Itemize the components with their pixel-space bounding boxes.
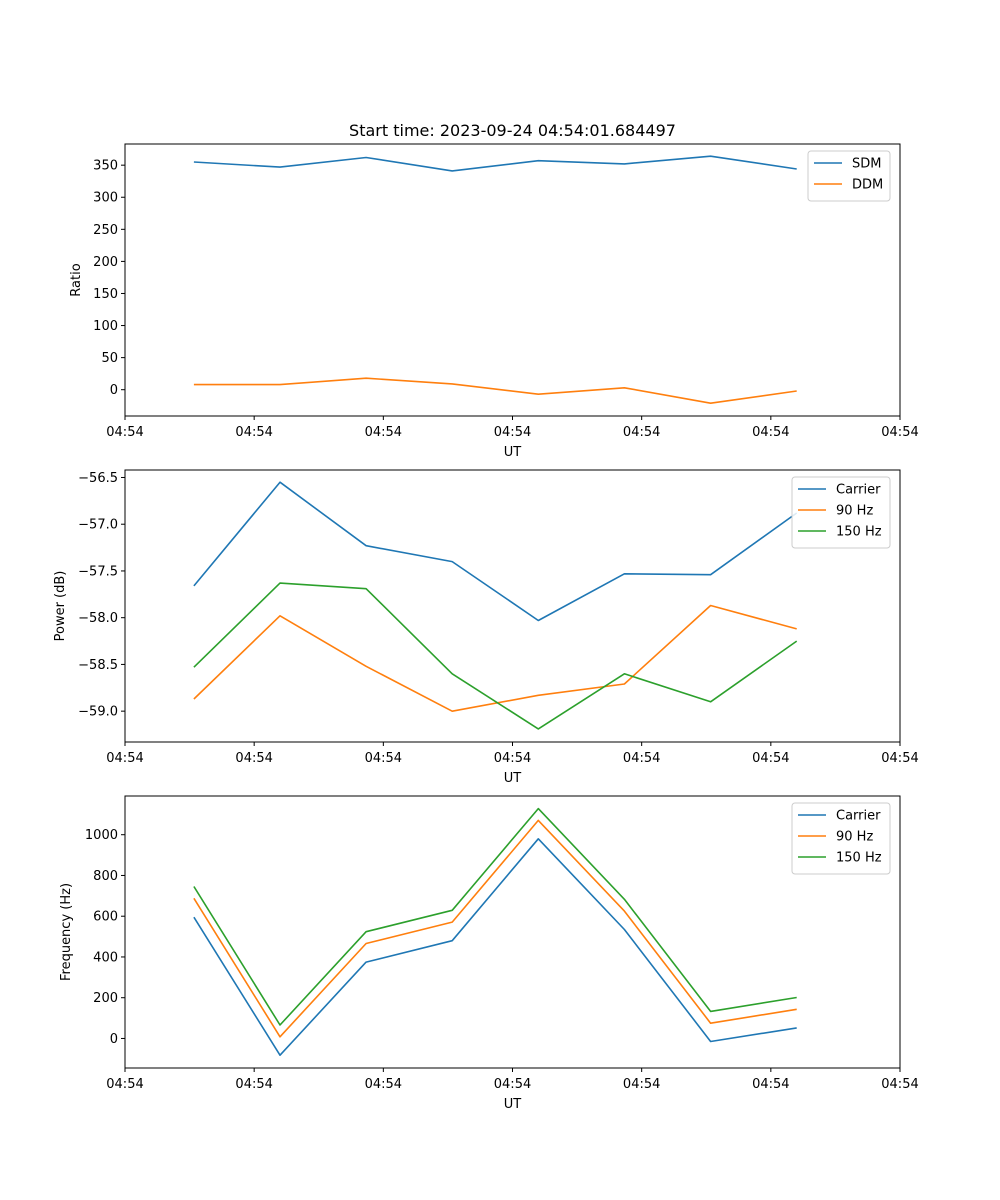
x-ticks: 04:54 04:54 04:54 04:54 04:54 04:54 04:54 (106, 742, 919, 766)
x-tick-label: 04:54 (106, 425, 143, 440)
x-tick-label: 04:54 (881, 425, 918, 440)
legend: Carrier 90 Hz 150 Hz (791, 802, 891, 875)
y-ticks: 0 200 400 600 800 1000 (85, 828, 125, 1047)
x-tick-label: 04:54 (235, 1077, 272, 1092)
x-tick-label: 04:54 (106, 1077, 143, 1092)
y-tick-label: 600 (93, 910, 118, 925)
series-line-carrier (193, 837, 797, 1056)
chart-title: Start time: 2023-09-24 04:54:01.684497 (349, 121, 676, 140)
ratio-panel: Start time: 2023-09-24 04:54:01.684497 0… (69, 121, 919, 460)
x-axis-label: UT (504, 1097, 522, 1112)
x-ticks: 04:54 04:54 04:54 04:54 04:54 04:54 04:54 (106, 416, 919, 440)
y-ticks: 0 50 100 150 200 250 300 350 (93, 159, 125, 398)
y-tick-label: 1000 (85, 828, 118, 843)
frequency-panel: 04:54 04:54 04:54 04:54 04:54 04:54 04:54 0 200… (59, 795, 919, 1112)
y-tick-label: 200 (93, 991, 118, 1006)
legend-label: SDM (852, 157, 881, 172)
y-ticks: −59.0 −58.5 −58.0 −57.5 −57.0 −56.5 (78, 471, 125, 720)
series-line-90-hz (193, 819, 797, 1038)
y-tick-label: −58.5 (78, 658, 118, 673)
power-panel: 04:54 04:54 04:54 04:54 04:54 04:54 04:54 −59.… (53, 469, 919, 786)
x-tick-label: 04:54 (235, 425, 272, 440)
legend-label: 150 Hz (836, 851, 882, 866)
x-axis-label: UT (504, 771, 522, 786)
x-tick-label: 04:54 (881, 751, 918, 766)
series-lines (193, 155, 797, 405)
x-tick-label: 04:54 (365, 1077, 402, 1092)
y-tick-label: −59.0 (78, 705, 118, 720)
y-tick-label: 400 (93, 950, 118, 965)
y-tick-label: 50 (101, 351, 118, 366)
y-tick-label: 350 (93, 159, 118, 174)
x-axis-label: UT (504, 445, 522, 460)
x-tick-label: 04:54 (365, 751, 402, 766)
legend-label: 90 Hz (836, 504, 873, 519)
legend-label: Carrier (836, 483, 881, 498)
legend-label: 90 Hz (836, 830, 873, 845)
x-tick-label: 04:54 (881, 1077, 918, 1092)
series-line-150-hz (193, 582, 798, 730)
y-tick-label: 150 (93, 287, 118, 302)
series-lines (193, 481, 798, 730)
x-tick-label: 04:54 (235, 751, 272, 766)
x-tick-label: 04:54 (106, 751, 143, 766)
y-axis-label: Power (dB) (53, 571, 68, 642)
y-tick-label: 0 (110, 1032, 118, 1047)
y-tick-label: −57.0 (78, 518, 118, 533)
x-tick-label: 04:54 (365, 425, 402, 440)
y-tick-label: 800 (93, 869, 118, 884)
x-tick-label: 04:54 (494, 751, 531, 766)
x-tick-label: 04:54 (623, 425, 660, 440)
series-lines (193, 807, 797, 1056)
legend: Carrier 90 Hz 150 Hz (791, 476, 891, 549)
y-tick-label: −58.0 (78, 611, 118, 626)
x-tick-label: 04:54 (752, 751, 789, 766)
y-axis-label: Ratio (69, 263, 84, 296)
y-axis-label: Frequency (Hz) (59, 883, 74, 981)
series-line-sdm (193, 155, 797, 172)
x-ticks: 04:54 04:54 04:54 04:54 04:54 04:54 04:54 (106, 1068, 919, 1092)
y-tick-label: 250 (93, 223, 118, 238)
y-tick-label: 0 (110, 383, 118, 398)
series-line-ddm (193, 377, 797, 405)
y-tick-label: −57.5 (78, 564, 118, 579)
legend-label: 150 Hz (836, 525, 882, 540)
y-tick-label: 100 (93, 319, 118, 334)
legend-label: DDM (852, 178, 883, 193)
x-tick-label: 04:54 (623, 1077, 660, 1092)
x-tick-label: 04:54 (494, 425, 531, 440)
x-tick-label: 04:54 (752, 425, 789, 440)
x-tick-label: 04:54 (752, 1077, 789, 1092)
legend: SDM DDM (807, 150, 891, 202)
series-line-carrier (193, 481, 798, 622)
x-tick-label: 04:54 (623, 751, 660, 766)
series-line-90-hz (193, 604, 797, 713)
x-tick-label: 04:54 (494, 1077, 531, 1092)
series-line-150-hz (193, 807, 797, 1026)
y-tick-label: 200 (93, 255, 118, 270)
legend-label: Carrier (836, 809, 881, 824)
y-tick-label: −56.5 (78, 471, 118, 486)
y-tick-label: 300 (93, 191, 118, 206)
